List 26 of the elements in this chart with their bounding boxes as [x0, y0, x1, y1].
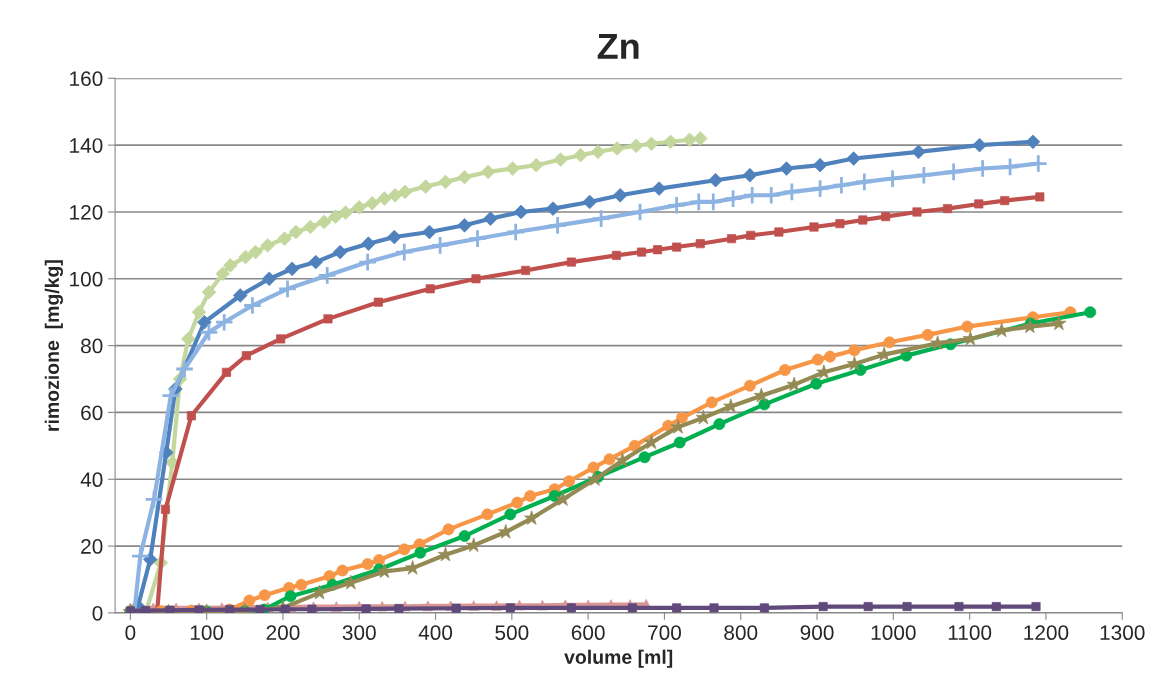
x-tick-label: 700 [648, 625, 682, 641]
y-tick-label: 160 [70, 71, 103, 87]
x-axis-title: volume [ml] [564, 649, 673, 668]
y-tick-label: 0 [92, 605, 103, 621]
x-tick-label: 1200 [1024, 625, 1069, 641]
x-tick-label: 400 [418, 625, 453, 641]
y-tick-label: 40 [80, 472, 103, 488]
x-tick-label: 200 [266, 625, 300, 641]
x-tick-label: 800 [724, 625, 758, 641]
x-tick-label: 300 [342, 625, 376, 641]
chart-title: Zn [597, 34, 639, 59]
y-tick-label: 60 [81, 405, 103, 421]
x-tick-label: 1300 [1100, 625, 1145, 641]
y-tick-label: 140 [70, 138, 103, 153]
y-axis-title: rimozione [mg/kg] [44, 260, 63, 431]
x-tick-label: 100 [190, 625, 224, 641]
x-tick-label: 0 [125, 625, 136, 641]
x-tick-label: 600 [571, 625, 605, 641]
x-tick-label: 500 [495, 625, 529, 641]
x-tick-label: 1000 [871, 625, 916, 641]
y-tick-label: 100 [70, 271, 103, 287]
y-tick-label: 20 [81, 539, 103, 554]
y-tick-label: 120 [70, 204, 103, 220]
x-tick-label: 1100 [948, 625, 992, 641]
x-tick-label: 900 [800, 625, 834, 641]
y-tick-label: 80 [81, 338, 103, 354]
